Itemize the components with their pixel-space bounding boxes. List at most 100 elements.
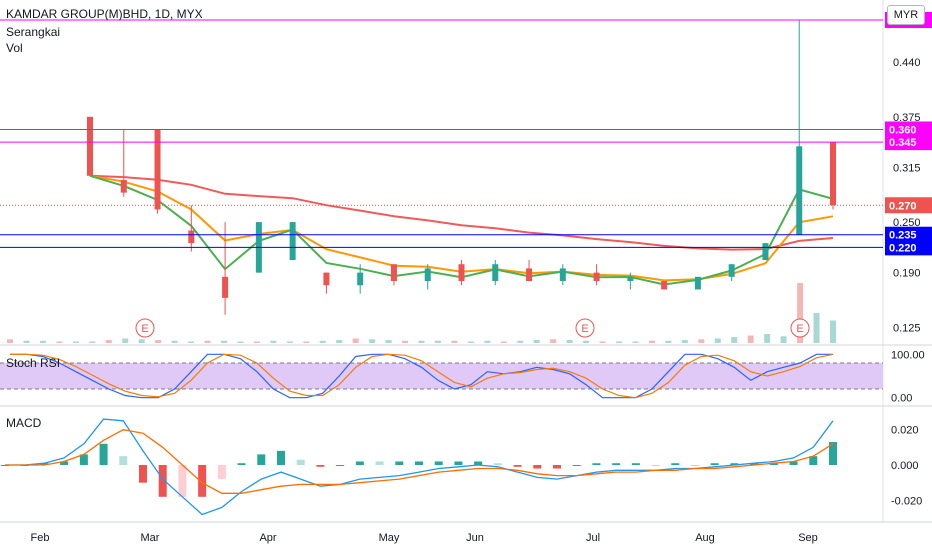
volume-bar <box>632 341 639 343</box>
candle-body[interactable] <box>357 272 364 286</box>
stoch-rsi-panel: Stoch RSI <box>0 353 883 399</box>
candlesticks[interactable] <box>87 20 836 315</box>
level-price-label: 0.220 <box>889 242 917 254</box>
price-tick-label: 0.125 <box>893 322 921 334</box>
volume-bar <box>830 320 836 343</box>
volume-bar <box>418 340 425 343</box>
candle-body[interactable] <box>154 129 161 210</box>
macd-histogram-bar <box>158 465 167 497</box>
macd-histogram-bar <box>119 456 128 465</box>
price-tick-label: 0.250 <box>893 217 921 229</box>
candle-body[interactable] <box>526 268 533 282</box>
macd-histogram-bar <box>178 465 187 497</box>
candle-body[interactable] <box>796 146 803 235</box>
candle-body[interactable] <box>188 230 195 244</box>
macd-histogram-bar <box>592 463 601 465</box>
candle-body[interactable] <box>762 243 769 260</box>
macd-histogram-bar <box>533 465 542 469</box>
volume-bar <box>204 340 211 343</box>
macd-histogram-bar <box>651 465 660 466</box>
candle-body[interactable] <box>627 276 634 282</box>
price-tick-label: 0.315 <box>893 162 921 174</box>
candle-body[interactable] <box>120 180 127 193</box>
macd-line <box>5 418 834 516</box>
symbol-title: KAMDAR GROUP(M)BHD, 1D, MYX <box>6 7 203 21</box>
volume-bar <box>698 339 705 343</box>
macd-histogram-bar <box>434 461 443 465</box>
stoch-title: Stoch RSI <box>6 356 60 370</box>
volume-bar <box>138 339 145 343</box>
stoch-band <box>0 363 883 389</box>
volume-bar <box>72 341 79 343</box>
macd-title: MACD <box>6 416 42 430</box>
candle-body[interactable] <box>830 142 836 206</box>
time-tick-label: Aug <box>695 532 715 544</box>
last-price-label: 0.270 <box>889 200 917 212</box>
macd-histogram-bar <box>789 461 798 465</box>
candle-body[interactable] <box>559 268 566 282</box>
volume-bar <box>813 313 820 343</box>
earnings-marker <box>575 318 595 338</box>
macd-histogram-bar <box>612 463 621 465</box>
macd-histogram-bar <box>296 459 305 465</box>
macd-histogram-bar <box>198 465 207 497</box>
macd-histogram-bar <box>336 465 345 466</box>
candle-body[interactable] <box>694 276 701 290</box>
volume-bar <box>402 340 409 343</box>
volume-bar <box>583 340 590 343</box>
macd-histogram-bar <box>572 465 581 466</box>
volume-bar <box>616 341 623 343</box>
signal-line <box>5 429 834 494</box>
volume-bar <box>566 340 573 343</box>
volume-bar <box>484 340 491 343</box>
ema-slow-line <box>89 174 834 251</box>
volume-bar <box>780 336 787 343</box>
candle-body[interactable] <box>492 264 499 282</box>
volume-bar <box>467 341 474 343</box>
volume-bar <box>105 340 112 343</box>
price-tick-label: 0.375 <box>893 112 921 124</box>
stoch-tick-label: 100.00 <box>891 349 925 361</box>
macd-panel: MACD <box>1 416 837 516</box>
candle-body[interactable] <box>424 268 431 282</box>
volume-bar <box>220 340 227 343</box>
volume-bar <box>747 335 754 343</box>
macd-histogram-bar <box>375 461 384 465</box>
macd-histogram-bar <box>316 465 325 467</box>
candle-body[interactable] <box>289 222 296 260</box>
level-price-label: 0.235 <box>889 230 917 242</box>
time-tick-label: Sep <box>798 532 818 544</box>
time-tick-label: Jul <box>586 532 600 544</box>
candle-body[interactable] <box>390 264 397 282</box>
time-tick-label: May <box>379 532 400 544</box>
currency-button[interactable]: MYR <box>887 5 925 25</box>
macd-histogram-bar <box>277 450 285 465</box>
volume-bar <box>434 340 441 343</box>
macd-histogram-bar <box>395 461 404 465</box>
volume-bar <box>369 339 376 343</box>
candle-body[interactable] <box>222 276 229 298</box>
volume-bars <box>7 283 836 343</box>
indicator-serangkai-label[interactable]: Serangkai <box>6 25 61 39</box>
candle-body[interactable] <box>87 116 93 176</box>
macd-histogram-bar <box>415 461 423 465</box>
volume-bar <box>319 340 326 343</box>
time-tick-label: Mar <box>141 532 160 544</box>
indicator-vol-label[interactable]: Vol <box>6 41 23 55</box>
volume-bar <box>352 338 359 343</box>
candle-body[interactable] <box>728 264 735 277</box>
macd-histogram-bar <box>237 463 246 465</box>
candle-body[interactable] <box>458 264 465 282</box>
volume-bar <box>599 341 606 343</box>
macd-tick-label: 0.000 <box>891 460 919 472</box>
last-price-tag <box>885 197 932 214</box>
candle-body[interactable] <box>661 281 668 290</box>
candle-body[interactable] <box>593 272 600 282</box>
candle-body[interactable] <box>323 272 330 286</box>
macd-histogram-bar <box>671 463 680 465</box>
level-price-tag <box>885 226 932 243</box>
macd-histogram-bar <box>631 463 640 465</box>
volume-bar <box>56 341 63 343</box>
